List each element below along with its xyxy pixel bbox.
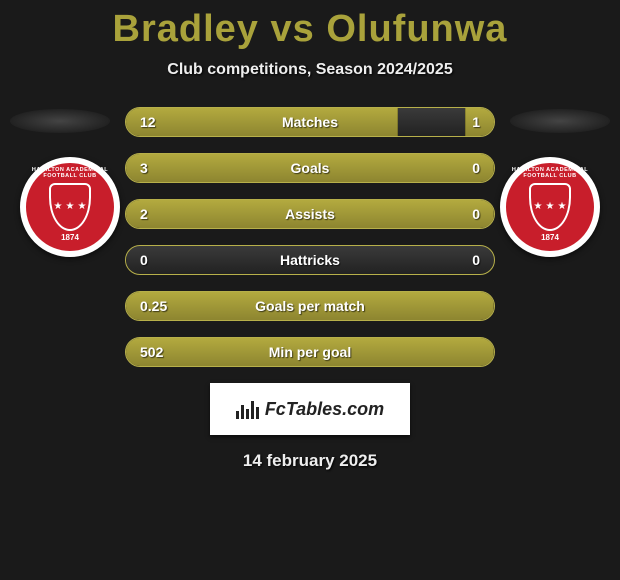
stat-row: 3Goals0 [125,153,495,183]
vs-label: vs [271,8,315,50]
comparison-area: HAMILTON ACADEMICAL FOOTBALL CLUB ★ ★ ★ … [0,107,620,367]
brand-text: FcTables.com [265,399,384,420]
stat-label: Goals per match [126,298,494,314]
stat-label: Min per goal [126,344,494,360]
player-right-name: Olufunwa [326,8,507,50]
crest-year-left: 1874 [61,233,79,242]
crest-year-right: 1874 [541,233,559,242]
star-icon: ★ [557,202,566,212]
star-icon: ★ [54,202,63,212]
page-title: Bradley vs Olufunwa [0,8,620,51]
star-icon: ★ [546,202,555,212]
bar-chart-icon [236,399,259,419]
stat-row: 502Min per goal [125,337,495,367]
shadow-ellipse-right [510,109,610,133]
shadow-ellipse-left [10,109,110,133]
star-icon: ★ [66,202,75,212]
star-icon: ★ [77,202,86,212]
star-icon: ★ [534,202,543,212]
stat-label: Hattricks [126,252,494,268]
crest-arc-text-right: HAMILTON ACADEMICAL FOOTBALL CLUB [510,167,590,179]
stat-bars: 12Matches1 3Goals0 2Assists0 0Hattricks0 0.2… [125,107,495,367]
stat-label: Assists [126,206,494,222]
stat-label: Matches [126,114,494,130]
club-crest-left: HAMILTON ACADEMICAL FOOTBALL CLUB ★ ★ ★ … [20,157,120,257]
player-left-name: Bradley [113,8,259,50]
club-crest-right: HAMILTON ACADEMICAL FOOTBALL CLUB ★ ★ ★ … [500,157,600,257]
stat-row: 0Hattricks0 [125,245,495,275]
subtitle: Club competitions, Season 2024/2025 [0,61,620,79]
crest-shield-icon: ★ ★ ★ [49,183,91,231]
stat-label: Goals [126,160,494,176]
crest-arc-text-left: HAMILTON ACADEMICAL FOOTBALL CLUB [30,167,110,179]
stat-row: 12Matches1 [125,107,495,137]
stat-row: 2Assists0 [125,199,495,229]
crest-shield-icon: ★ ★ ★ [529,183,571,231]
header: Bradley vs Olufunwa Club competitions, S… [0,0,620,79]
date-label: 14 february 2025 [0,451,620,471]
brand-box[interactable]: FcTables.com [210,383,410,435]
stat-row: 0.25Goals per match [125,291,495,321]
